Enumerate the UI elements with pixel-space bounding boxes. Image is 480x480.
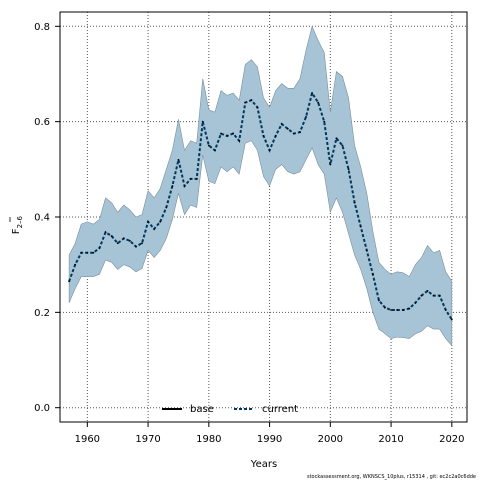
x-tick-label-1980: 1980 <box>196 434 221 445</box>
data-point-2004 <box>353 201 356 204</box>
data-point-2009 <box>384 306 386 309</box>
series-line-current <box>68 90 453 321</box>
data-point-1965 <box>116 242 119 245</box>
data-point-1961 <box>92 251 95 254</box>
series-lines <box>68 90 453 321</box>
data-point-1995 <box>299 131 301 134</box>
legend-label-base: base <box>190 404 214 415</box>
data-point-1989 <box>262 135 265 137</box>
data-point-1983 <box>226 135 228 137</box>
data-point-1979 <box>201 120 204 123</box>
data-point-1980 <box>207 144 210 147</box>
data-point-1996 <box>305 115 307 118</box>
data-point-1970 <box>147 220 149 223</box>
data-point-2018 <box>438 294 441 297</box>
data-point-1971 <box>153 228 156 230</box>
data-point-2007 <box>371 273 374 276</box>
data-point-1982 <box>220 132 222 135</box>
y-tick-label-0.4: 0.4 <box>34 213 50 224</box>
data-point-1998 <box>317 101 320 104</box>
data-point-1990 <box>268 149 271 152</box>
data-point-1973 <box>165 206 168 209</box>
data-point-1975 <box>177 158 180 161</box>
x-axis-label: Years <box>250 459 277 470</box>
data-point-1992 <box>280 123 283 125</box>
x-tick-label-1990: 1990 <box>257 434 282 445</box>
x-tick-label-1970: 1970 <box>135 434 160 445</box>
data-point-1962 <box>98 247 101 249</box>
data-point-1981 <box>214 149 216 152</box>
data-point-1991 <box>274 135 277 137</box>
y-axis-label: F2–6 <box>9 215 24 234</box>
data-point-2013 <box>408 307 411 310</box>
series-points-current <box>68 92 453 321</box>
data-point-1966 <box>122 237 125 240</box>
legend-label-current: current <box>262 404 298 415</box>
data-point-2006 <box>365 249 368 252</box>
data-point-1988 <box>256 106 259 109</box>
data-point-1986 <box>244 101 247 104</box>
data-point-2008 <box>378 299 380 302</box>
x-tick-label-1960: 1960 <box>75 434 100 445</box>
data-point-2019 <box>444 309 447 311</box>
data-point-2017 <box>432 294 435 297</box>
y-tick-label-0.6: 0.6 <box>34 117 50 128</box>
y-tick-label-0.8: 0.8 <box>34 22 50 33</box>
data-point-1969 <box>141 242 143 245</box>
data-point-1963 <box>104 231 107 234</box>
confidence-band-area <box>68 25 453 347</box>
data-point-1957 <box>68 280 71 283</box>
data-point-2011 <box>396 309 399 311</box>
credit-footnote: stockassessment.org, WKNSCS_10plus, r153… <box>307 474 476 480</box>
data-point-2003 <box>347 168 350 171</box>
data-point-2014 <box>414 301 417 304</box>
svg-text:F2–6: F2–6 <box>11 215 24 234</box>
data-point-1999 <box>323 120 326 123</box>
data-point-2002 <box>341 144 344 147</box>
confidence-band <box>68 25 453 347</box>
y-tick-label-0.0: 0.0 <box>34 403 50 414</box>
data-point-1972 <box>159 220 162 223</box>
data-point-2000 <box>329 163 332 166</box>
x-tick-label-2020: 2020 <box>439 434 464 445</box>
data-point-1985 <box>238 139 241 142</box>
data-point-2012 <box>402 309 405 311</box>
data-point-1978 <box>195 177 198 180</box>
x-tick-label-2010: 2010 <box>378 434 403 445</box>
data-point-1997 <box>311 92 313 94</box>
data-point-1967 <box>128 239 131 242</box>
data-point-2020 <box>450 318 453 321</box>
legend: base current <box>162 404 298 415</box>
y-axis: 0.0 0.2 0.4 0.6 0.8 <box>34 22 60 414</box>
data-point-1974 <box>171 185 174 187</box>
data-point-1976 <box>183 185 186 187</box>
data-point-2016 <box>426 289 429 292</box>
y-tick-label-0.2: 0.2 <box>34 308 50 319</box>
data-point-1960 <box>86 251 89 254</box>
data-point-1993 <box>286 127 289 130</box>
y-axis-label-subscript: 2–6 <box>16 215 24 228</box>
x-tick-label-2000: 2000 <box>318 434 343 445</box>
data-point-1959 <box>80 251 83 254</box>
y-axis-label-main: F <box>11 228 22 234</box>
data-point-1987 <box>250 99 253 102</box>
data-point-1994 <box>292 132 295 135</box>
data-point-2001 <box>335 137 338 140</box>
data-point-1958 <box>74 263 77 266</box>
data-point-1984 <box>232 132 235 135</box>
x-axis: 1960 1970 1980 1990 2000 2010 2020 <box>75 422 465 445</box>
data-point-2010 <box>390 309 392 311</box>
data-point-2015 <box>420 294 423 297</box>
data-point-1968 <box>135 245 137 248</box>
data-point-1977 <box>189 177 192 180</box>
data-point-1964 <box>110 235 113 237</box>
data-point-2005 <box>359 225 362 228</box>
